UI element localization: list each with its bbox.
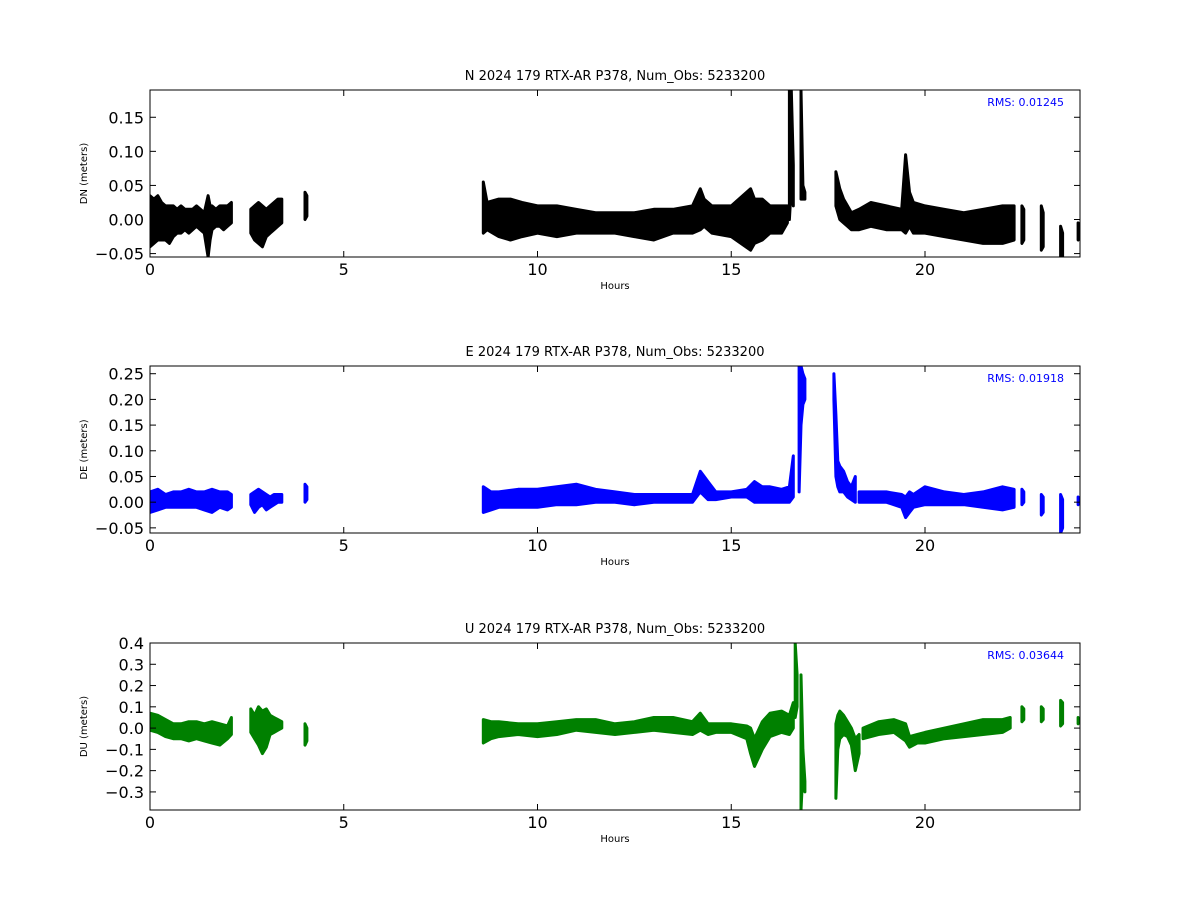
y-tick-label: −0.1	[105, 740, 144, 759]
series-segment-4	[797, 366, 807, 494]
x-tick-label: 0	[145, 536, 155, 555]
y-axis-label: DU (meters)	[79, 696, 90, 757]
plot-frame	[149, 89, 1081, 258]
y-tick-label: 0.00	[108, 211, 144, 230]
y-tick-label: 0.15	[108, 108, 144, 127]
y-tick-label: 0.00	[108, 493, 144, 512]
series-segment-1	[249, 487, 284, 514]
series-segment-6	[857, 485, 1016, 520]
series-segment-0	[150, 194, 233, 257]
x-axis-label: Hours	[600, 281, 629, 292]
rms-annotation: RMS: 0.03644	[987, 649, 1064, 662]
x-axis-label: Hours	[600, 557, 629, 568]
chart-panel-2: 0 5 10 15 20 −0.3 −0.2 −0.1 0.0 0.1 0.2 0.3 0.4 U 202…	[79, 622, 1081, 845]
x-tick-label: 10	[527, 813, 547, 832]
x-tick-label: 0	[145, 260, 155, 279]
chart-panel-0: 0 5 10 15 20 −0.05 0.00 0.05 0.10 0.15 N 2024 179 …	[79, 69, 1081, 292]
series-segment-8	[1039, 204, 1045, 252]
y-tick-label: 0.10	[108, 142, 144, 161]
y-tick-label: −0.2	[105, 762, 144, 781]
y-tick-label: −0.3	[105, 783, 144, 802]
y-axis-label: DN (meters)	[79, 143, 90, 205]
chart-panel-1: 0 5 10 15 20 −0.05 0.00 0.05 0.10 0.15 0.20 0.25 E 2…	[79, 345, 1081, 568]
plot-frame	[149, 365, 1081, 534]
y-axis-label: DE (meters)	[79, 419, 90, 479]
series-segment-8	[1039, 493, 1045, 517]
y-tick-label: 0.20	[108, 390, 144, 409]
series-segment-7	[1020, 487, 1026, 507]
y-tick-label: −0.05	[95, 519, 144, 538]
series-segment-9	[1059, 224, 1065, 257]
series-segment-7	[861, 716, 1012, 749]
series-segment-5	[799, 90, 807, 201]
series-group	[150, 366, 1080, 533]
chart-title: N 2024 179 RTX-AR P378, Num_Obs: 5233200	[465, 69, 765, 84]
series-group	[150, 90, 1080, 257]
y-tick-label: 0.1	[119, 698, 144, 717]
series-segment-1	[249, 197, 284, 249]
y-tick-label: 0.10	[108, 442, 144, 461]
x-tick-label: 10	[527, 260, 547, 279]
series-segment-3	[481, 180, 789, 252]
series-segment-2	[303, 190, 309, 221]
x-tick-label: 15	[721, 260, 741, 279]
chart-title: U 2024 179 RTX-AR P378, Num_Obs: 5233200	[465, 622, 765, 637]
rms-annotation: RMS: 0.01245	[987, 96, 1064, 109]
x-tick-label: 10	[527, 536, 547, 555]
y-tick-label: 0.0	[119, 719, 144, 738]
x-tick-label: 20	[915, 260, 935, 279]
y-tick-label: 0.25	[108, 365, 144, 384]
x-tick-label: 5	[339, 813, 349, 832]
series-segment-9	[1059, 493, 1065, 533]
series-segment-6	[834, 153, 1016, 245]
y-tick-label: 0.3	[119, 655, 144, 674]
x-tick-label: 15	[721, 536, 741, 555]
series-segment-2	[303, 722, 309, 747]
plot-frame	[149, 642, 1081, 811]
y-tick-label: 0.15	[108, 416, 144, 435]
x-axis-label: Hours	[600, 834, 629, 845]
x-tick-label: 15	[721, 813, 741, 832]
y-tick-label: 0.2	[119, 677, 144, 696]
rms-annotation: RMS: 0.01918	[987, 372, 1064, 385]
series-segment-7	[1020, 204, 1026, 245]
series-segment-4	[787, 90, 795, 221]
series-segment-0	[150, 711, 233, 747]
chart-title: E 2024 179 RTX-AR P378, Num_Obs: 5233200	[466, 345, 765, 360]
y-tick-label: 0.4	[119, 634, 144, 653]
y-tick-label: 0.05	[108, 467, 144, 486]
series-segment-0	[150, 487, 233, 514]
series-segment-8	[1020, 705, 1026, 724]
series-segment-9	[1039, 705, 1045, 724]
x-tick-label: 5	[339, 536, 349, 555]
series-segment-10	[1059, 698, 1065, 728]
series-segment-4	[793, 643, 799, 719]
series-segment-5	[799, 673, 807, 810]
series-segment-1	[249, 705, 284, 756]
series-segment-11	[1076, 716, 1080, 726]
series-segment-2	[303, 482, 309, 504]
x-tick-label: 20	[915, 813, 935, 832]
y-tick-label: −0.05	[95, 245, 144, 264]
y-tick-label: 0.05	[108, 176, 144, 195]
x-tick-label: 5	[339, 260, 349, 279]
x-tick-label: 0	[145, 813, 155, 832]
series-segment-6	[834, 709, 861, 800]
series-group	[150, 643, 1080, 810]
x-tick-label: 20	[915, 536, 935, 555]
series-segment-5	[832, 372, 857, 504]
series-segment-3	[481, 454, 795, 514]
series-segment-3	[481, 701, 795, 768]
